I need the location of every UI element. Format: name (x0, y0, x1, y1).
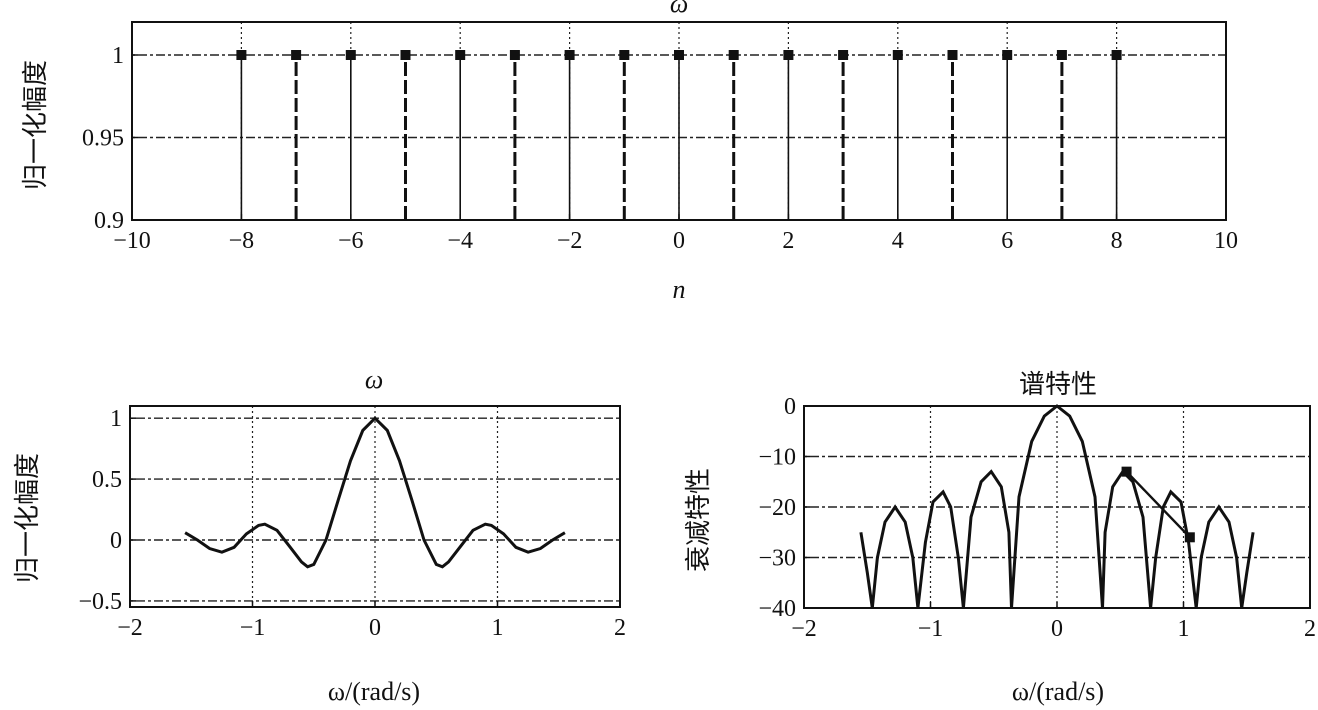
stem-marker (619, 50, 630, 60)
spectrum-plot-ytick-label: 0 (784, 394, 796, 420)
spectrum-plot-grid (804, 406, 1310, 608)
spectrum-plot-ytick-label: −40 (758, 596, 796, 622)
spectrum-plot-xtick-label: 1 (1178, 616, 1190, 642)
stem-plot-y-ticks: 0.9 0.95 1 (82, 43, 138, 234)
spectrum-plot-xtick-label: −2 (791, 616, 817, 642)
spectrum-plot: −2 −1 0 1 2 0−10−20−30−40 谱特性 ω/(rad/s) 衰减特性 (684, 370, 1316, 706)
amplitude-plot-xtick-label: 0 (369, 615, 381, 641)
stem-marker (892, 50, 903, 60)
stem-plot-xtick-label: 2 (782, 228, 794, 254)
stem-marker (509, 50, 520, 60)
spectrum-plot-xtick-label: −1 (918, 616, 944, 642)
stem-marker (674, 50, 684, 60)
stem-marker (838, 50, 849, 60)
annotation-marker (1184, 532, 1195, 543)
stem-plot-ytick-label: 1 (112, 43, 124, 69)
annotation-line (1125, 470, 1191, 539)
stem-plot-xtick-label: 4 (892, 228, 904, 254)
stem-plot-xtick-label: −8 (229, 228, 255, 254)
amplitude-plot-ytick-label: 1 (110, 406, 122, 432)
stem-plot-xtick-label: −2 (557, 228, 583, 254)
stem-marker (345, 50, 356, 60)
stem-plot-xtick-label: 10 (1214, 228, 1238, 254)
stem-marker (236, 50, 247, 60)
stem-marker (947, 50, 958, 60)
amplitude-plot-xtick-label: −2 (117, 615, 143, 641)
stem-marker (1056, 50, 1067, 60)
stem-marker (1111, 50, 1122, 60)
spectrum-plot-y-ticks: 0 −10 −20 −30 −40 (758, 394, 810, 622)
spectrum-plot-ytick-label: −30 (758, 546, 796, 572)
stem-plot-xtick-label: −6 (338, 228, 364, 254)
stem-plot-xtick-label: 6 (1001, 228, 1013, 254)
spectrum-plot-ytick-label: −20 (758, 495, 796, 521)
amplitude-plot-ytick-label: −0.5 (78, 589, 122, 615)
stem-plot-xtick-label: −4 (447, 228, 473, 254)
spectrum-plot-x-ticks: −2 −1 0 1 2 (791, 602, 1316, 642)
stem-marker (1002, 50, 1013, 60)
spectrum-plot-ylabel: 衰减特性 (684, 468, 714, 572)
stem-plot-xtick-label: 8 (1111, 228, 1123, 254)
stem-plot-xtick-label: 0 (673, 228, 685, 254)
spectrum-plot-title: 谱特性 (1019, 370, 1097, 400)
attenuation-curve (859, 404, 1255, 609)
stem-plot: −10 −8 −6 −4 −2 0 2 4 6 8 10 0.9 0.95 1 ω n 归一化幅度 (21, 0, 1238, 304)
amplitude-plot-xtick-label: −1 (240, 615, 266, 641)
stem-plot-marks (236, 50, 1122, 220)
amplitude-plot-xlabel: ω/(rad/s) (328, 677, 420, 706)
stem-plot-xlabel: n (673, 275, 686, 304)
annotation-markers (1121, 466, 1195, 543)
spectrum-plot-ytick-label: −10 (758, 445, 796, 471)
amplitude-plot-ytick-label: 0 (110, 528, 122, 554)
stem-plot-ylabel: 归一化幅度 (21, 60, 51, 190)
amplitude-plot-title: ω (365, 365, 383, 394)
spectrum-plot-xtick-label: 0 (1051, 616, 1063, 642)
annotation-marker (1121, 466, 1132, 477)
stem-plot-ytick-label: 0.95 (82, 126, 124, 152)
stem-marker (291, 50, 302, 60)
stem-plot-ytick-label: 0.9 (94, 208, 124, 234)
stem-marker (564, 50, 575, 60)
spectrum-plot-xtick-label: 2 (1304, 616, 1316, 642)
amplitude-plot-y-ticks: −0.5 0 0.5 1 (78, 406, 136, 615)
amplitude-plot-ytick-label: 0.5 (92, 467, 122, 493)
stem-plot-title: ω (670, 0, 688, 18)
amplitude-plot-x-ticks: −2 −1 0 1 2 (117, 601, 626, 641)
normalized-amplitude-plot: −2 −1 0 1 2 −0.5 0 0.5 1 ω ω/(rad/s) 归一化幅度 (13, 365, 626, 706)
stem-marker (455, 50, 466, 60)
stem-marker (728, 50, 739, 60)
stem-marker (400, 50, 411, 60)
amplitude-plot-grid (130, 406, 620, 607)
amplitude-plot-xtick-label: 1 (492, 615, 504, 641)
spectrum-plot-xlabel: ω/(rad/s) (1012, 677, 1104, 706)
stem-marker (783, 50, 794, 60)
stem-plot-x-ticks: −10 −8 −6 −4 −2 0 2 4 6 8 10 (113, 214, 1238, 254)
amplitude-plot-xtick-label: 2 (614, 615, 626, 641)
amplitude-plot-ylabel: 归一化幅度 (13, 453, 43, 583)
amplitude-curve (184, 416, 566, 569)
stem-plot-xtick-label: −10 (113, 228, 151, 254)
